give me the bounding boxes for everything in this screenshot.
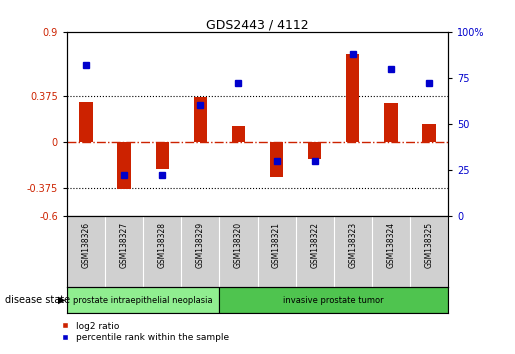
Bar bbox=[308, 142, 321, 160]
Bar bbox=[384, 103, 398, 142]
Bar bbox=[194, 97, 207, 142]
Text: GSM138321: GSM138321 bbox=[272, 222, 281, 268]
Text: GSM138323: GSM138323 bbox=[348, 222, 357, 268]
Bar bbox=[232, 126, 245, 142]
Text: GSM138322: GSM138322 bbox=[310, 222, 319, 268]
Bar bbox=[422, 124, 436, 142]
Bar bbox=[346, 54, 359, 142]
Bar bbox=[117, 142, 131, 189]
Text: disease state: disease state bbox=[5, 295, 70, 305]
Text: GSM138326: GSM138326 bbox=[81, 222, 91, 268]
Text: ▶: ▶ bbox=[58, 295, 65, 305]
Text: prostate intraepithelial neoplasia: prostate intraepithelial neoplasia bbox=[73, 296, 213, 304]
Bar bbox=[67, 287, 219, 313]
Text: GSM138320: GSM138320 bbox=[234, 222, 243, 268]
Text: GSM138329: GSM138329 bbox=[196, 222, 205, 268]
Bar bbox=[270, 142, 283, 177]
Bar bbox=[219, 287, 448, 313]
Text: GSM138324: GSM138324 bbox=[386, 222, 396, 268]
Bar bbox=[156, 142, 169, 169]
Text: GSM138328: GSM138328 bbox=[158, 222, 167, 268]
Text: GSM138327: GSM138327 bbox=[119, 222, 129, 268]
Bar bbox=[79, 102, 93, 142]
Legend: log2 ratio, percentile rank within the sample: log2 ratio, percentile rank within the s… bbox=[61, 322, 229, 342]
Text: GSM138325: GSM138325 bbox=[424, 222, 434, 268]
Text: invasive prostate tumor: invasive prostate tumor bbox=[283, 296, 384, 304]
Title: GDS2443 / 4112: GDS2443 / 4112 bbox=[206, 19, 309, 32]
